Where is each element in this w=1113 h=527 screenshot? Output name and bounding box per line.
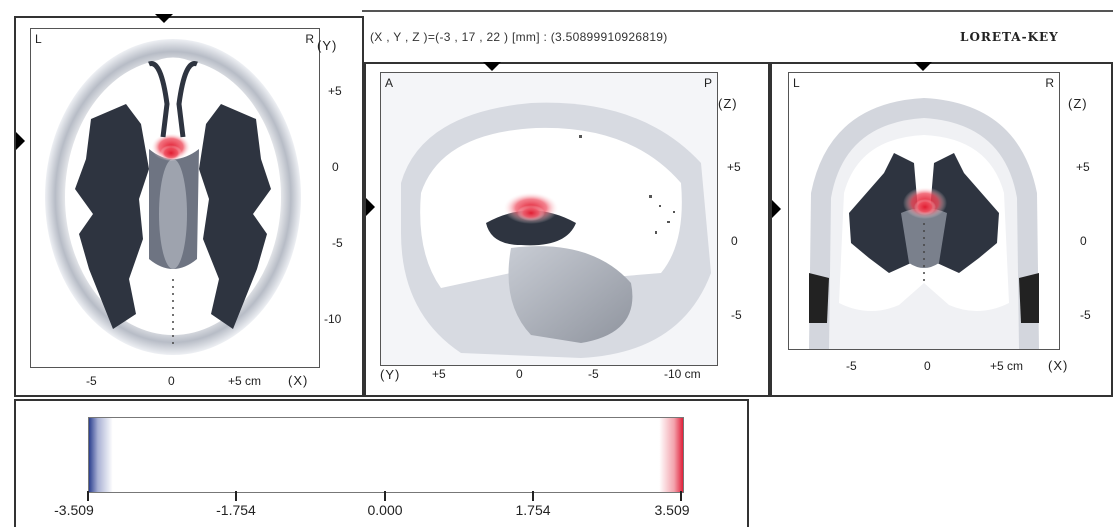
axial-y-tick: 0 (332, 160, 339, 174)
axial-x-axis-label: (X) (288, 373, 309, 388)
sagittal-y-tick: 0 (516, 367, 523, 381)
colorbar-label: 1.754 (515, 502, 551, 518)
axial-x-tick: 0 (168, 374, 175, 388)
axial-x-cursor-marker[interactable] (155, 14, 173, 23)
axial-slice-image[interactable]: L R (30, 28, 320, 368)
sagittal-corner-right-label: P (703, 76, 712, 90)
coronal-brain-render (789, 73, 1059, 349)
coordinate-readout: (X , Y , Z )=(-3 , 17 , 22 ) [mm] : (3.5… (370, 30, 668, 44)
axial-corner-right-label: R (305, 32, 314, 46)
axial-brain-render (45, 39, 301, 355)
coronal-x-tick: -5 (846, 359, 857, 373)
colorbar-tick (680, 491, 682, 501)
sagittal-y-tick: -10 cm (664, 367, 701, 381)
sagittal-z-tick: 0 (731, 234, 738, 248)
coronal-z-tick: -5 (1080, 308, 1091, 322)
sagittal-brain-render (381, 73, 717, 365)
axial-y-axis-label: (Y) (317, 38, 338, 53)
coronal-slice-image[interactable]: L R (788, 72, 1060, 350)
coronal-corner-left-label: L (793, 76, 800, 90)
coronal-x-tick: +5 cm (990, 359, 1024, 373)
axial-y-tick: -5 (332, 236, 343, 250)
sagittal-y-tick: +5 (432, 367, 446, 381)
sagittal-view-panel[interactable]: A P (Z) +5 0 -5 (Y) +5 0 -5 -10 cm (364, 62, 770, 397)
app-brand-label: LORETA-KEY (960, 30, 1059, 44)
coronal-view-panel[interactable]: L R (Z) +5 0 -5 -5 0 +5 cm (X) (770, 62, 1113, 397)
colorbar-tick (532, 491, 534, 501)
axial-x-tick: +5 cm (228, 374, 262, 388)
sagittal-z-tick: +5 (727, 160, 741, 174)
colorbar-label: -1.754 (216, 502, 256, 518)
colorbar-tick (384, 491, 386, 501)
sagittal-z-cursor-marker[interactable] (366, 198, 375, 216)
coronal-z-cursor-marker[interactable] (772, 200, 781, 218)
colorbar-gradient (88, 417, 684, 493)
info-bar: (X , Y , Z )=(-3 , 17 , 22 ) [mm] : (3.5… (362, 10, 1113, 62)
coronal-x-cursor-marker[interactable] (914, 62, 932, 71)
coronal-z-tick: 0 (1080, 234, 1087, 248)
coronal-x-tick: 0 (924, 359, 931, 373)
sagittal-z-axis-label: (Z) (718, 96, 738, 111)
colorbar-tick (87, 491, 89, 501)
colorbar-tick (235, 491, 237, 501)
axial-y-tick: -10 (324, 312, 342, 326)
axial-x-tick: -5 (86, 374, 97, 388)
sagittal-corner-left-label: A (385, 76, 394, 90)
coronal-corner-right-label: R (1045, 76, 1054, 90)
sagittal-y-tick: -5 (588, 367, 599, 381)
axial-view-panel[interactable]: L R (Y) +5 0 -5 -10 -5 0 +5 cm (X) (14, 16, 364, 397)
sagittal-y-axis-label: (Y) (380, 367, 401, 382)
sagittal-y-cursor-marker[interactable] (483, 62, 501, 71)
coronal-z-axis-label: (Z) (1068, 96, 1088, 111)
coronal-z-tick: +5 (1076, 160, 1090, 174)
coronal-x-axis-label: (X) (1048, 358, 1069, 373)
axial-corner-left-label: L (35, 32, 42, 46)
colorbar-label: 3.509 (654, 502, 690, 518)
colorbar-panel (14, 399, 749, 527)
colorbar-label: 0.000 (367, 502, 403, 518)
axial-y-tick: +5 (328, 84, 342, 98)
axial-y-cursor-marker[interactable] (16, 132, 25, 150)
sagittal-z-tick: -5 (731, 308, 742, 322)
colorbar-label: -3.509 (54, 502, 94, 518)
sagittal-slice-image[interactable]: A P (380, 72, 718, 366)
